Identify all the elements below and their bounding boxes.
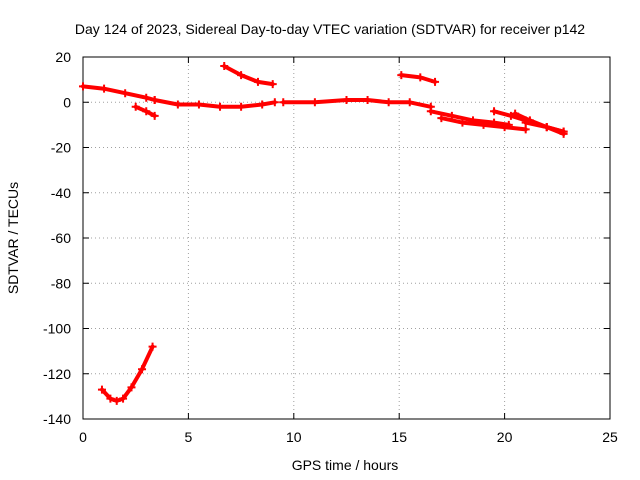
y-tick-label: -20 bbox=[51, 140, 71, 156]
data-point bbox=[237, 71, 246, 80]
data-point bbox=[479, 120, 488, 129]
x-axis: 0 5 10 15 20 25 bbox=[79, 57, 618, 445]
x-axis-label: GPS time / hours bbox=[292, 457, 399, 473]
data-point bbox=[384, 98, 393, 107]
data-point bbox=[131, 102, 140, 111]
y-axis-label: SDTVAR / TECUs bbox=[5, 182, 21, 294]
data-point bbox=[363, 95, 372, 104]
data-point bbox=[173, 100, 182, 109]
data-point bbox=[150, 95, 159, 104]
data-point bbox=[279, 98, 288, 107]
data-point bbox=[310, 98, 319, 107]
series-arc-4 bbox=[152, 98, 277, 109]
x-tick-label: 15 bbox=[391, 429, 407, 445]
data-point bbox=[138, 365, 147, 374]
data-point bbox=[521, 125, 530, 134]
data-point bbox=[220, 62, 229, 71]
series-arc-5 bbox=[222, 64, 275, 87]
y-axis: 20 0 -20 -40 -60 -80 -100 -120 -140 bbox=[43, 49, 610, 427]
grid bbox=[83, 57, 610, 419]
data-point bbox=[258, 100, 267, 109]
data-point bbox=[216, 102, 225, 111]
series-arc-7 bbox=[399, 73, 437, 84]
data-point bbox=[121, 89, 130, 98]
series-arc-6 bbox=[281, 98, 433, 109]
data-point bbox=[405, 98, 414, 107]
data-point bbox=[127, 383, 136, 392]
x-tick-label: 5 bbox=[185, 429, 193, 445]
data-point bbox=[97, 385, 106, 394]
data-point bbox=[506, 111, 515, 120]
data-point bbox=[437, 114, 446, 123]
data-point bbox=[500, 123, 509, 132]
data-point bbox=[542, 123, 551, 132]
data-point bbox=[270, 98, 279, 107]
data-point bbox=[237, 102, 246, 111]
data-point bbox=[426, 107, 435, 116]
data-point bbox=[253, 77, 262, 86]
chart-title: Day 124 of 2023, Sidereal Day-to-day VTE… bbox=[75, 21, 585, 37]
data-point bbox=[148, 342, 157, 351]
plot-frame bbox=[82, 56, 611, 420]
data-point bbox=[490, 107, 499, 116]
data-point bbox=[150, 111, 159, 120]
data-point bbox=[119, 394, 128, 403]
y-tick-label: -100 bbox=[43, 321, 71, 337]
y-tick-label: 0 bbox=[63, 94, 71, 110]
data-point bbox=[79, 82, 87, 91]
data-point bbox=[106, 394, 115, 403]
data-point bbox=[416, 73, 425, 82]
data-point bbox=[142, 107, 151, 116]
data-point bbox=[511, 109, 520, 118]
data-point bbox=[559, 127, 568, 136]
x-tick-label: 10 bbox=[286, 429, 302, 445]
x-tick-label: 25 bbox=[602, 429, 618, 445]
data-point bbox=[100, 84, 109, 93]
x-tick-label: 0 bbox=[79, 429, 87, 445]
data-point bbox=[397, 71, 406, 80]
data-point bbox=[142, 93, 151, 102]
y-tick-label: -40 bbox=[51, 185, 71, 201]
y-tick-label: -80 bbox=[51, 275, 71, 291]
data-point bbox=[521, 118, 530, 127]
y-tick-label: -60 bbox=[51, 230, 71, 246]
y-tick-label: 20 bbox=[55, 49, 71, 65]
y-tick-label: -120 bbox=[43, 366, 71, 382]
data-point bbox=[342, 95, 351, 104]
data-point bbox=[194, 100, 203, 109]
data-point bbox=[431, 77, 440, 86]
y-tick-label: -140 bbox=[43, 411, 71, 427]
data-point bbox=[458, 118, 467, 127]
data-point bbox=[112, 396, 121, 405]
x-tick-label: 20 bbox=[497, 429, 513, 445]
data-point bbox=[268, 80, 277, 89]
series-group bbox=[79, 62, 568, 405]
